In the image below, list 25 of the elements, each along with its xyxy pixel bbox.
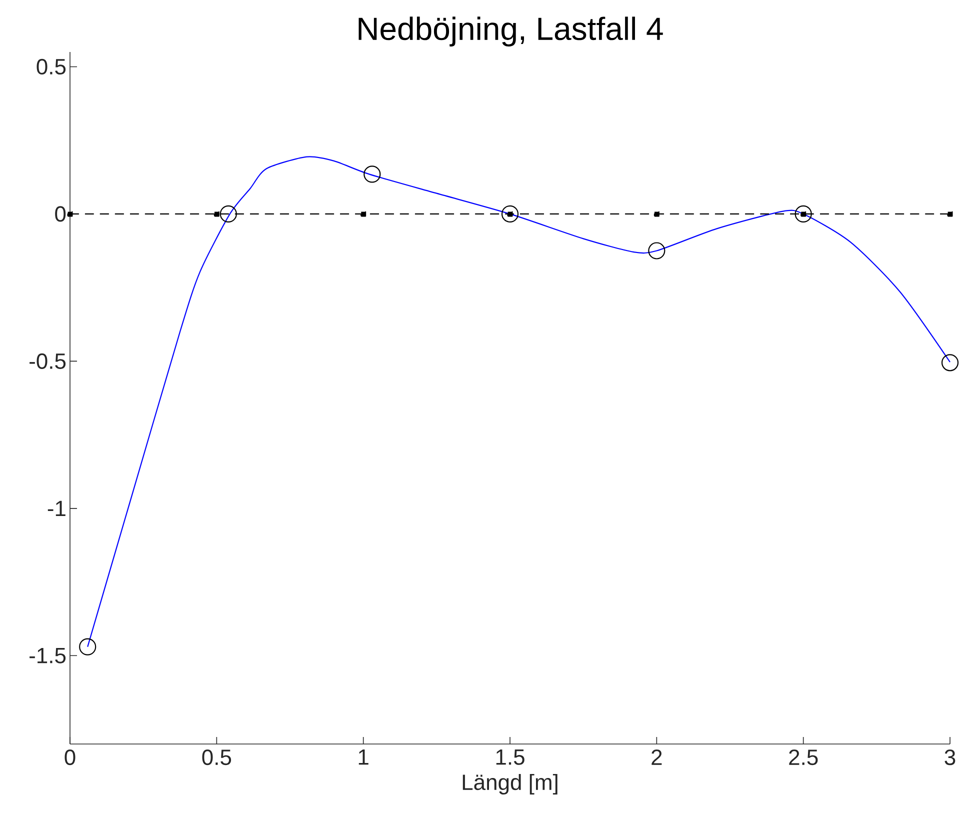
x-axis-title: Längd [m] xyxy=(462,774,558,794)
point xyxy=(648,242,666,260)
x-tick-label: 0.5 xyxy=(202,750,232,766)
line-series xyxy=(87,156,951,648)
point xyxy=(654,211,660,217)
x-tick-label: 2 xyxy=(652,750,662,765)
y-tick-label: -1 xyxy=(48,500,66,516)
point xyxy=(364,166,381,183)
y-tick-label: -1.5 xyxy=(30,648,66,664)
y-tick-label: 0.5 xyxy=(36,58,66,75)
point xyxy=(947,211,953,217)
chart-title: Nedböjning, Lastfall 4 xyxy=(358,16,663,46)
point xyxy=(79,638,96,656)
y-tick-label: -0.5 xyxy=(30,353,66,369)
point xyxy=(501,205,519,222)
point xyxy=(214,211,220,217)
point xyxy=(220,205,237,222)
x-tick-label: 3 xyxy=(944,750,956,766)
x-tick-label: 2.5 xyxy=(789,750,818,766)
y-tick-label: 0 xyxy=(55,206,66,222)
x-tick-label: 1.5 xyxy=(496,750,524,765)
point xyxy=(67,211,73,217)
point xyxy=(941,354,959,372)
x-tick-label: 1 xyxy=(358,750,368,765)
point xyxy=(360,211,366,217)
